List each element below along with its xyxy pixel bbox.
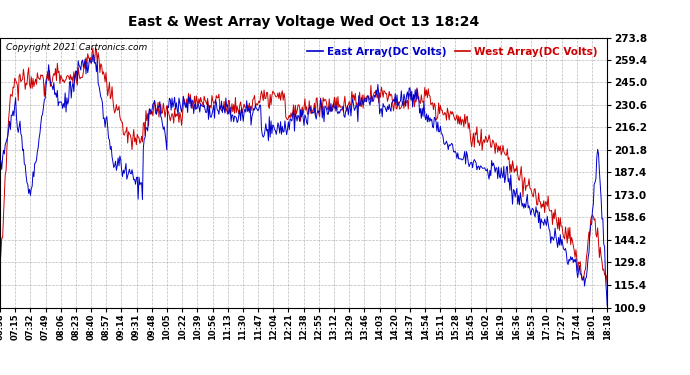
Text: Copyright 2021 Cartronics.com: Copyright 2021 Cartronics.com <box>6 43 148 52</box>
Legend: East Array(DC Volts), West Array(DC Volts): East Array(DC Volts), West Array(DC Volt… <box>303 43 602 61</box>
Text: East & West Array Voltage Wed Oct 13 18:24: East & West Array Voltage Wed Oct 13 18:… <box>128 15 480 29</box>
